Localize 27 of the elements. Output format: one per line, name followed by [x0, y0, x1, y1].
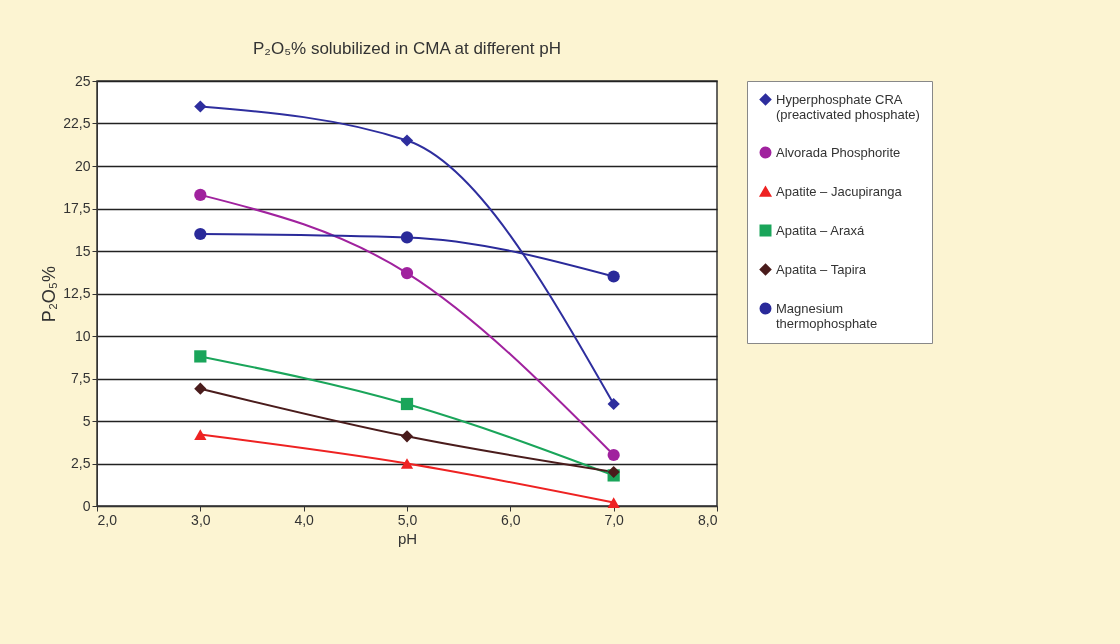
- x-tick-label: 4,0: [294, 511, 315, 528]
- legend-label: Apatita – Araxá: [776, 222, 865, 238]
- legend-label: Apatite – Jacupiranga: [776, 183, 903, 199]
- y-tick-label: 5: [82, 412, 91, 429]
- y-tick-label: 17,5: [63, 200, 91, 216]
- legend-label: Magnesium thermophosphate: [776, 300, 878, 331]
- y-tick-label: 7,5: [71, 370, 91, 386]
- legend-label: Hyperphosphate CRA (preactivated phosphate): [776, 91, 920, 122]
- y-tick-label: 22,5: [63, 115, 91, 131]
- x-tick-label: 5,0: [397, 511, 418, 528]
- x-tick-label: 6,0: [501, 511, 521, 528]
- y-tick-label: 2,5: [71, 455, 91, 471]
- x-tick-label: 7,0: [604, 511, 625, 528]
- y-tick-label: 10: [74, 327, 91, 344]
- legend-label: Apatita – Tapira: [776, 261, 867, 277]
- y-tick-label: 20: [74, 157, 91, 174]
- x-tick-label: 2,0: [97, 511, 118, 528]
- legend-label: Alvorada Phosphorite: [776, 144, 901, 160]
- y-tick-label: 0: [82, 497, 91, 514]
- x-tick-label: 8,0: [698, 511, 718, 528]
- x-tick-label: 3,0: [191, 511, 211, 528]
- y-tick-label: 25: [74, 72, 91, 89]
- y-tick-label: 12,5: [63, 285, 91, 301]
- y-tick-label: 15: [74, 242, 91, 259]
- chart-title: P₂O₅% solubilized in CMA at different pH: [253, 39, 561, 58]
- x-axis-title: pH: [397, 529, 418, 547]
- y-axis-title: P₂O₅%: [39, 265, 60, 323]
